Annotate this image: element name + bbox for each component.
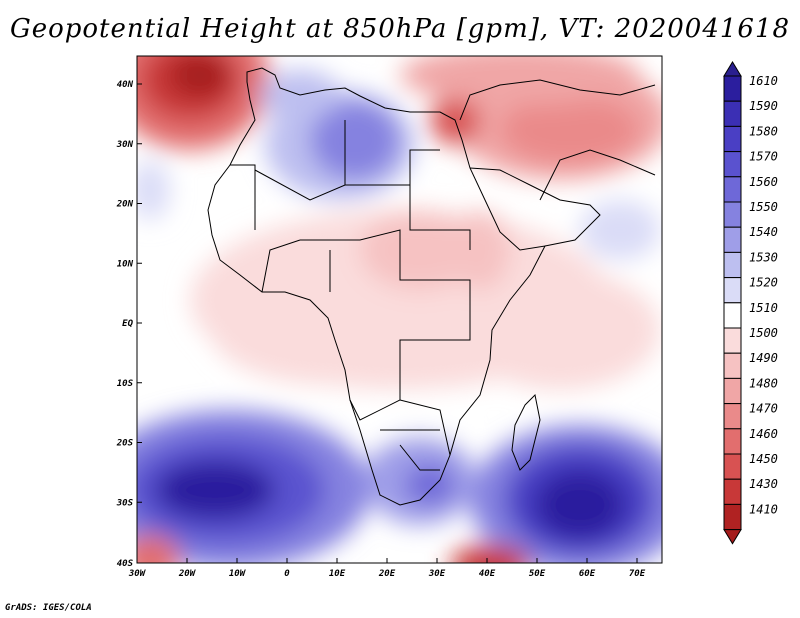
colorbar-min-arrow (723, 529, 742, 545)
colorbar-swatch (723, 176, 742, 203)
lat-tick-label: 40N (117, 80, 134, 90)
colorbar-label: 1610 (749, 74, 778, 88)
colorbar-swatch (723, 302, 742, 329)
lat-tick-label: 30S (116, 498, 134, 508)
colorbar-swatch (723, 125, 742, 153)
lat-tick-label: 20S (116, 439, 134, 449)
coastlines (207, 67, 656, 506)
colorbar-swatch (723, 226, 742, 253)
colorbar-label: 1510 (749, 301, 778, 315)
lon-tick-label: 10E (329, 569, 346, 579)
lon-tick-label: 70E (629, 569, 646, 579)
lon-tick-label: 20E (378, 569, 396, 579)
lat-tick-label: 10S (117, 379, 134, 389)
lon-tick-label: 0 (284, 569, 290, 579)
colorbar-swatch (723, 277, 742, 304)
lon-tick-label: 10W (229, 569, 247, 579)
lon-tick-label: 20W (178, 569, 197, 579)
lon-tick-label: 30W (128, 569, 147, 579)
colorbar-label: 1560 (749, 175, 778, 189)
colorbar-label: 1450 (749, 452, 778, 466)
colorbar-swatch (723, 478, 742, 505)
lat-tick-label: EQ (122, 319, 133, 329)
colorbar-label: 1430 (749, 477, 778, 491)
colorbar-swatch (723, 503, 742, 531)
colorbar-max-arrow (723, 61, 742, 77)
plot-frame (136, 55, 663, 564)
map-title: Geopotential Height at 850hPa [gpm], VT:… (9, 14, 791, 44)
colorbar-swatch (723, 428, 742, 455)
longitude-axis: 30W 20W 10W 0 10E 20E 30E 40E 50E 60E 70E (128, 558, 646, 579)
colorbar-swatch (723, 201, 742, 228)
lon-tick-label: 50E (529, 569, 546, 579)
colorbar-label: 1470 (749, 402, 778, 416)
colorbar-swatch (723, 403, 742, 430)
lat-tick-label: 20N (116, 200, 134, 210)
colorbar-swatch (723, 352, 742, 379)
colorbar-swatch (723, 100, 742, 127)
colorbar-label: 1410 (749, 502, 778, 516)
colorbar-label: 1530 (749, 250, 778, 264)
colorbar-swatch (723, 75, 742, 102)
colorbar-label: 1480 (749, 376, 778, 390)
colorbar-swatch (723, 327, 742, 354)
colorbar-swatch (723, 377, 742, 405)
colorbar-label: 1500 (749, 326, 778, 340)
lon-tick-label: 60E (579, 569, 596, 579)
colorbar-label: 1550 (749, 200, 778, 214)
lat-tick-label: 10N (117, 259, 134, 269)
colorbar-label: 1580 (749, 124, 778, 138)
lat-tick-label: 40S (117, 559, 134, 569)
colorbar-swatch (723, 151, 742, 178)
colorbar: 1610 1590 1580 1570 1560 1550 1540 1530 1520 1510… (723, 61, 778, 545)
grads-credit: GrADS: IGES/COLA (5, 603, 92, 613)
height-field (137, 56, 662, 563)
colorbar-swatch (723, 251, 742, 279)
colorbar-swatch (723, 453, 742, 480)
latitude-axis: 40N 30N 20N 10N EQ 10S 20S 30S 40S (116, 80, 142, 569)
colorbar-label: 1570 (749, 150, 778, 164)
colorbar-label: 1490 (749, 351, 778, 365)
lon-tick-label: 40E (479, 569, 496, 579)
colorbar-label: 1590 (749, 99, 778, 113)
lat-tick-label: 30N (116, 140, 134, 150)
colorbar-label: 1460 (749, 427, 778, 441)
colorbar-label: 1520 (749, 276, 778, 290)
lon-tick-label: 30E (428, 569, 446, 579)
colorbar-label: 1540 (749, 225, 778, 239)
